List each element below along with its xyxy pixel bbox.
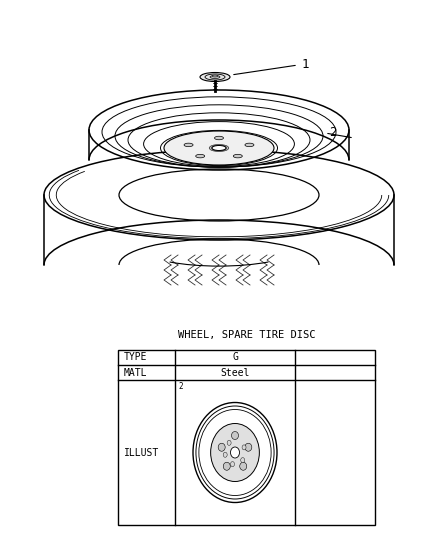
Ellipse shape	[223, 452, 227, 457]
Ellipse shape	[242, 445, 246, 450]
Ellipse shape	[200, 72, 230, 82]
Text: ILLUST: ILLUST	[124, 448, 159, 457]
Ellipse shape	[232, 432, 239, 440]
Text: WHEEL, SPARE TIRE DISC: WHEEL, SPARE TIRE DISC	[178, 330, 315, 340]
Ellipse shape	[215, 136, 223, 140]
Ellipse shape	[212, 75, 218, 77]
Ellipse shape	[164, 131, 274, 165]
Ellipse shape	[211, 424, 259, 481]
Ellipse shape	[196, 155, 205, 158]
Ellipse shape	[245, 443, 252, 451]
Ellipse shape	[230, 447, 240, 458]
Ellipse shape	[210, 76, 220, 78]
Ellipse shape	[212, 146, 226, 150]
Ellipse shape	[230, 462, 234, 466]
Text: TYPE: TYPE	[124, 352, 148, 362]
Ellipse shape	[240, 462, 247, 470]
Ellipse shape	[184, 143, 193, 147]
Text: G: G	[232, 352, 238, 362]
Text: 1: 1	[302, 59, 310, 71]
Ellipse shape	[218, 443, 225, 451]
Ellipse shape	[245, 143, 254, 147]
Text: Steel: Steel	[220, 367, 250, 377]
Text: MATL: MATL	[124, 367, 148, 377]
Ellipse shape	[233, 155, 242, 158]
Ellipse shape	[223, 462, 230, 470]
Text: 2: 2	[178, 382, 183, 391]
Ellipse shape	[241, 458, 245, 463]
Text: 2: 2	[329, 126, 336, 140]
Ellipse shape	[227, 440, 231, 445]
